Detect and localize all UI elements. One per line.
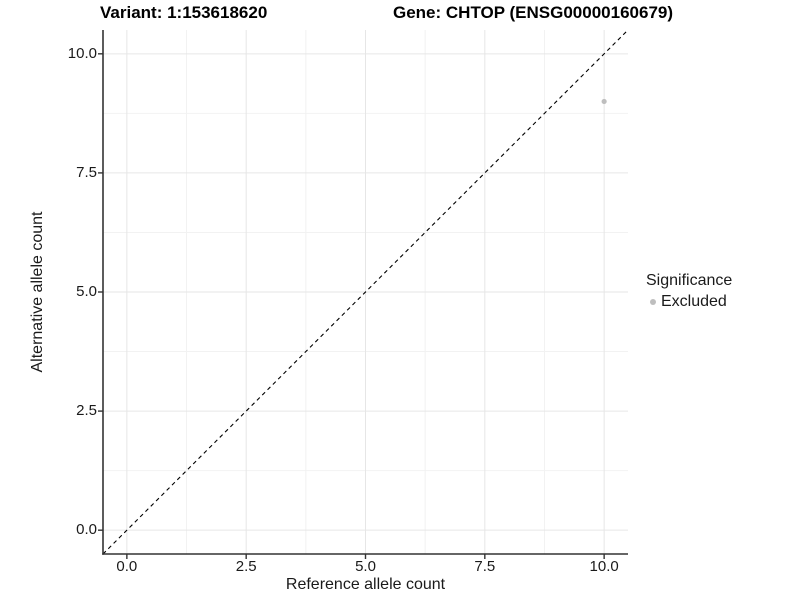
y-tick-label: 5.0	[76, 283, 97, 300]
legend-title: Significance	[646, 272, 733, 289]
excluded-point-swatch-icon	[650, 299, 656, 305]
y-axis-title: Alternative allele count	[29, 211, 46, 373]
legend: Significance Excluded	[646, 272, 732, 311]
y-tick-label: 7.5	[76, 163, 97, 181]
y-tick-label: 2.5	[76, 402, 97, 420]
identity-dashed-line	[102, 29, 629, 555]
x-tick-label: 2.5	[235, 558, 257, 575]
plot-title-variant: Variant: 1:153618620	[100, 3, 268, 22]
legend-entry-excluded: Excluded	[646, 293, 732, 311]
x-tick-label: 0.0	[116, 558, 138, 575]
y-tick-label: 10.0	[67, 44, 97, 62]
x-tick-label: 10.0	[589, 558, 619, 575]
legend-entry-label: Excluded	[661, 293, 727, 310]
data-point	[601, 98, 607, 105]
x-axis-title: Reference allele count	[285, 576, 446, 593]
x-tick-label: 5.0	[355, 558, 376, 575]
plot-title-gene: Gene: CHTOP (ENSG00000160679)	[393, 3, 674, 22]
y-tick-label: 0.0	[76, 521, 97, 539]
x-tick-label: 7.5	[474, 558, 496, 575]
